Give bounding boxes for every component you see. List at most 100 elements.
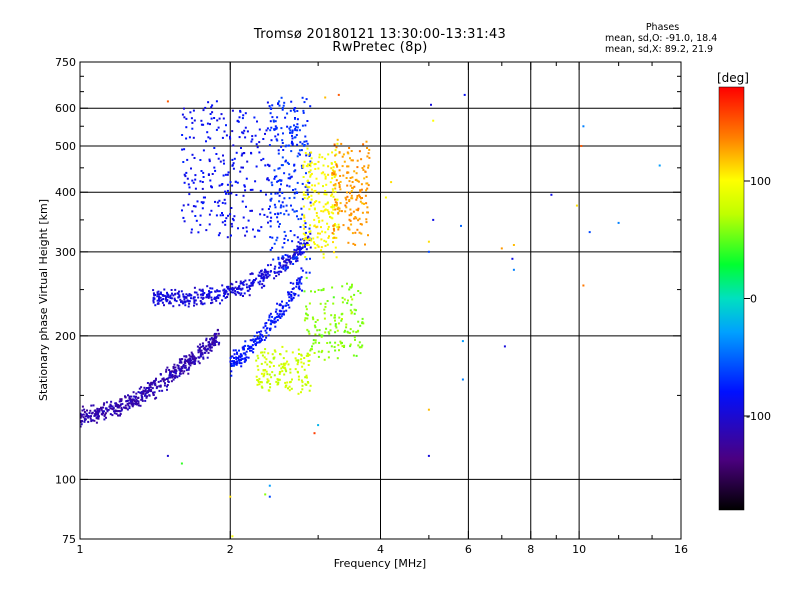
data-point: [211, 104, 214, 107]
data-point: [310, 172, 313, 175]
data-point: [121, 402, 124, 405]
data-point: [194, 299, 197, 302]
data-point: [319, 232, 321, 235]
data-point: [278, 189, 281, 192]
data-point: [166, 388, 168, 391]
data-point: [309, 160, 312, 163]
data-point: [273, 349, 276, 352]
data-point: [334, 246, 337, 249]
data-point: [272, 357, 275, 360]
data-point: [215, 100, 218, 103]
data-point: [303, 368, 306, 371]
data-point: [264, 369, 267, 371]
data-point: [351, 283, 353, 286]
data-point: [306, 352, 309, 355]
data-point: [272, 120, 275, 123]
data-point: [170, 289, 173, 291]
data-point: [356, 166, 359, 169]
data-point: [167, 294, 170, 297]
data-point: [332, 237, 335, 240]
data-point: [275, 127, 278, 130]
data-point: [307, 181, 310, 184]
data-point: [303, 160, 306, 163]
data-point: [336, 357, 339, 360]
data-point: [332, 212, 335, 215]
data-point: [236, 352, 239, 355]
data-point: [102, 403, 105, 406]
data-point: [199, 343, 202, 346]
data-point: [295, 134, 298, 136]
data-point: [259, 275, 262, 278]
data-point: [239, 355, 242, 358]
data-point: [122, 406, 125, 409]
data-point: [296, 251, 299, 254]
data-point: [289, 125, 292, 128]
data-point: [299, 238, 302, 241]
data-point: [214, 344, 217, 346]
data-point: [83, 411, 86, 413]
data-point: [300, 379, 303, 382]
data-point: [114, 409, 117, 412]
data-point: [293, 192, 296, 195]
data-point: [201, 289, 204, 292]
data-point: [260, 339, 263, 341]
data-point: [290, 175, 293, 178]
data-point: [216, 295, 219, 298]
data-point: [266, 127, 269, 130]
y-tick-label: 200: [55, 330, 76, 343]
data-point: [236, 291, 239, 294]
data-point: [137, 400, 140, 403]
data-point: [302, 166, 305, 169]
data-point: [321, 156, 324, 159]
data-point: [241, 357, 244, 360]
data-point: [357, 344, 360, 347]
data-point: [183, 148, 186, 151]
data-point: [242, 352, 245, 355]
data-point: [118, 400, 121, 403]
data-point: [295, 210, 298, 213]
data-point: [333, 316, 336, 319]
data-point: [184, 175, 187, 178]
data-point: [348, 180, 351, 183]
data-point: [346, 165, 349, 168]
data-point: [242, 216, 245, 219]
data-point: [232, 167, 235, 170]
data-point: [213, 342, 216, 344]
data-point: [327, 356, 330, 359]
data-point: [119, 403, 122, 406]
data-point: [164, 382, 166, 385]
data-point: [234, 293, 237, 296]
data-point: [461, 340, 464, 343]
data-point: [314, 163, 317, 165]
data-point: [168, 300, 171, 303]
data-point: [364, 194, 367, 197]
data-point: [142, 389, 145, 392]
data-point: [318, 221, 321, 224]
data-point: [235, 358, 238, 361]
data-point: [211, 287, 214, 290]
data-point: [205, 349, 208, 352]
data-point: [280, 310, 283, 313]
data-point: [329, 181, 332, 184]
data-point: [190, 362, 193, 365]
data-point: [180, 290, 183, 293]
data-point: [200, 345, 203, 348]
data-point: [282, 104, 285, 107]
data-point: [301, 96, 304, 99]
data-point: [307, 354, 310, 357]
data-point: [151, 387, 154, 390]
data-point: [302, 362, 305, 365]
data-point: [200, 201, 203, 204]
data-point: [305, 248, 308, 251]
data-point: [503, 345, 506, 348]
data-point: [291, 137, 294, 140]
data-point: [205, 339, 208, 342]
data-point: [143, 386, 146, 389]
data-point: [144, 390, 147, 393]
data-point: [330, 314, 333, 317]
data-point: [308, 208, 311, 211]
data-point: [193, 301, 196, 304]
data-point: [210, 106, 213, 109]
data-point: [116, 404, 119, 407]
data-point: [184, 304, 187, 307]
